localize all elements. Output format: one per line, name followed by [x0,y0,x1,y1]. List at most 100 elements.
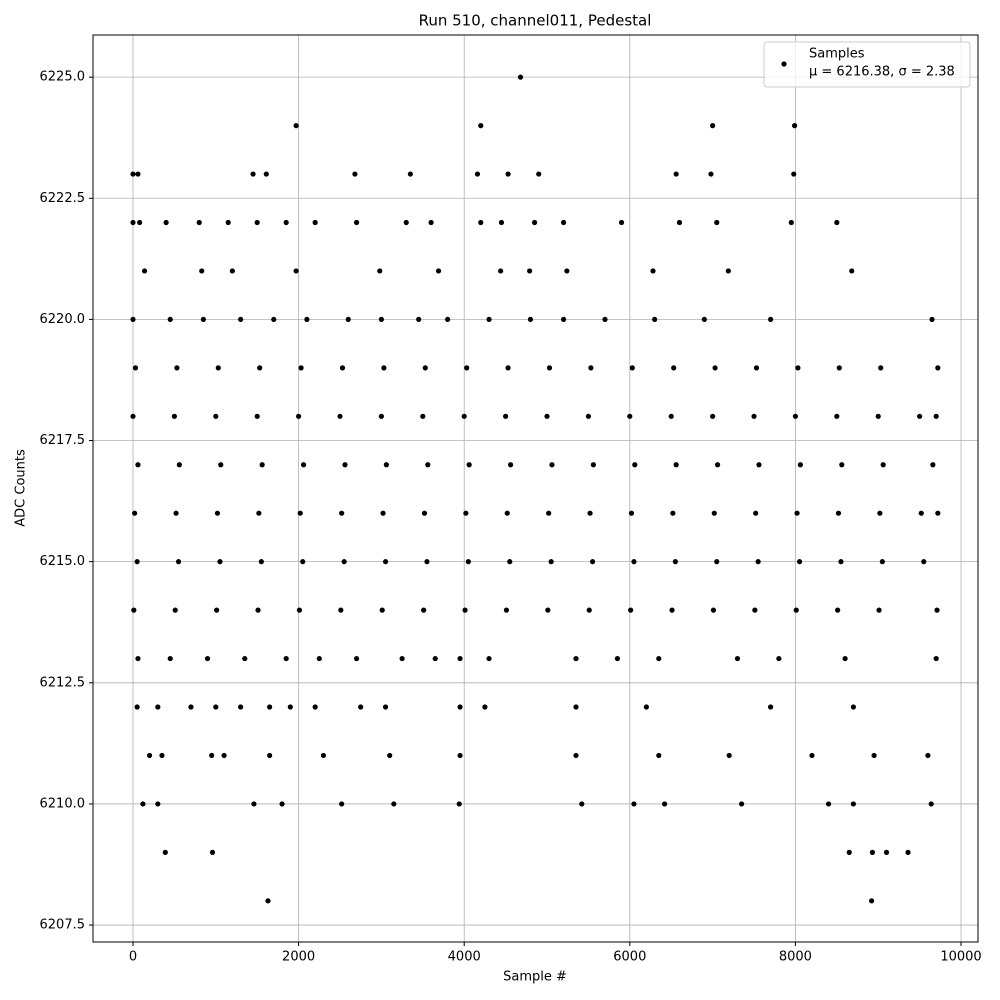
data-point [425,462,431,468]
data-point [171,413,177,419]
data-point [712,365,718,371]
data-point [726,752,732,759]
data-point [793,607,799,613]
data-point [254,219,260,226]
data-point [835,510,842,516]
data-point [661,801,668,807]
data-point [378,413,385,419]
data-point [304,316,310,323]
data-point [602,316,608,323]
data-point [221,752,227,759]
data-point [505,365,511,371]
data-point [631,559,637,565]
data-point [172,607,178,613]
data-point [293,123,299,129]
data-point [296,413,302,419]
data-point [797,462,803,468]
legend-label: Samples [809,47,865,62]
data-point [585,413,592,419]
data-point [432,655,438,662]
data-point [342,462,348,468]
y-tick-label: 6210.0 [40,796,86,811]
data-point [435,268,442,274]
data-point [839,462,845,468]
data-point [135,462,141,468]
data-point [504,510,510,516]
data-point [676,219,683,226]
data-point [141,268,148,274]
data-point [312,704,318,710]
data-point [836,365,842,371]
data-point [714,219,720,226]
data-point [188,704,194,710]
data-point [259,462,265,468]
data-point [846,849,852,855]
data-point [929,316,935,323]
data-point [631,801,637,807]
data-point [466,462,472,468]
data-point [794,510,800,516]
data-point [130,413,136,419]
data-point [167,316,173,323]
data-point [352,171,358,177]
data-point [776,655,782,662]
data-point [934,607,940,613]
data-point [503,413,509,419]
data-point [549,462,555,468]
data-point [377,268,383,274]
data-point [382,559,389,565]
data-point [670,510,676,516]
data-point [263,171,269,177]
data-point [714,559,720,565]
data-point [838,559,844,565]
data-point [752,607,758,613]
data-point [753,365,760,371]
data-point [498,268,504,274]
data-point [935,510,941,516]
data-point [255,607,261,613]
data-point [834,219,840,226]
data-point [878,365,884,371]
data-point [545,607,551,613]
data-point [673,462,679,468]
data-point [564,268,570,274]
data-point [788,219,794,226]
data-point [209,849,216,855]
data-point [445,316,451,323]
data-point [883,849,890,855]
data-point [834,413,840,419]
legend-stats: μ = 6216.38, σ = 2.38 [809,65,955,80]
data-point [531,219,538,226]
data-point [283,219,289,226]
data-point [213,704,219,710]
legend-box [763,41,971,88]
data-point [457,655,463,662]
data-point [283,655,289,662]
data-point [650,268,656,274]
data-point [457,752,463,759]
data-point [421,510,428,516]
data-point [316,655,322,662]
data-point [271,316,277,323]
data-point [933,413,939,419]
data-point [711,510,717,516]
data-point [312,219,318,226]
data-point [465,559,471,565]
data-point [146,752,153,759]
data-point [710,413,716,419]
data-point [588,365,594,371]
data-point [880,462,886,468]
data-point [708,171,714,177]
data-point [155,704,161,710]
data-point [928,801,934,807]
data-point [710,607,717,613]
data-point [428,219,434,226]
data-point [338,607,344,613]
data-point [358,704,364,710]
data-point [258,559,264,565]
data-point [217,559,223,565]
data-point [579,801,585,807]
data-point [850,801,856,807]
data-point [921,559,927,565]
y-tick-label: 6225.0 [40,70,86,85]
